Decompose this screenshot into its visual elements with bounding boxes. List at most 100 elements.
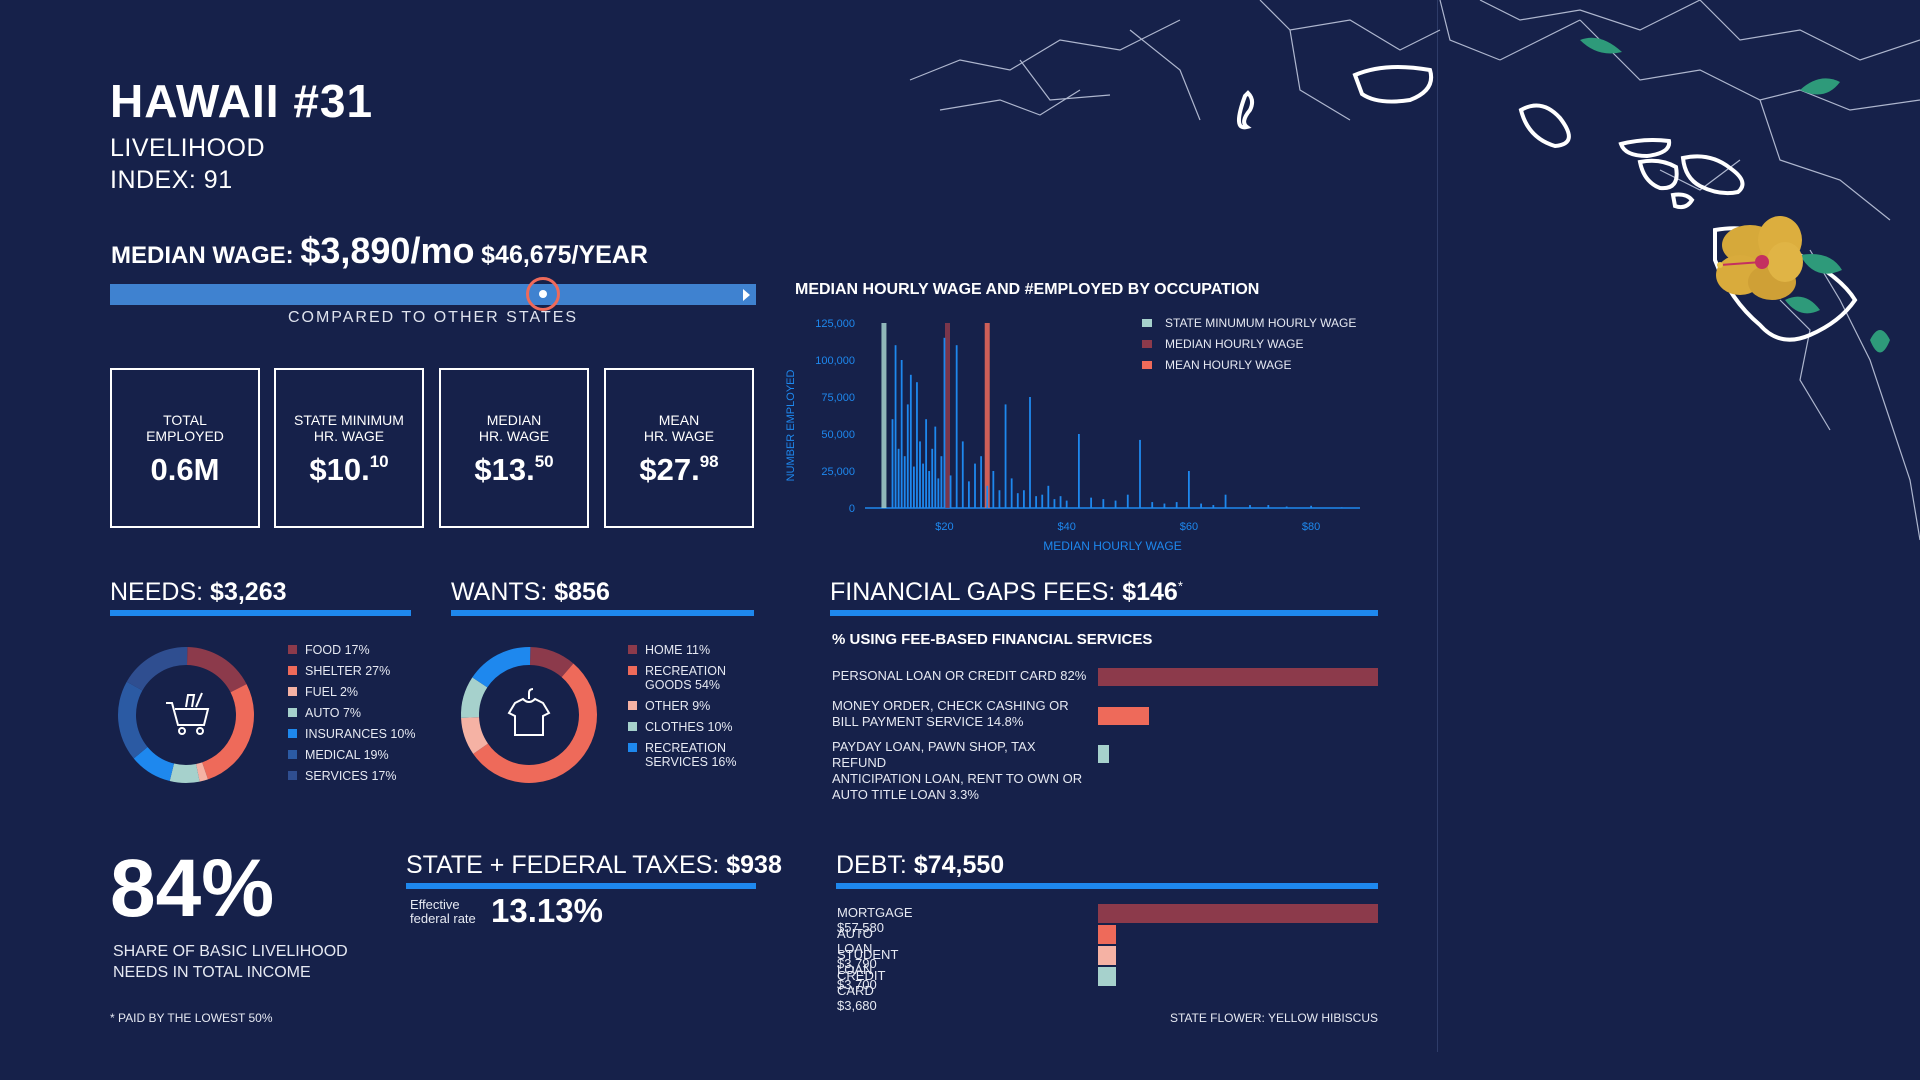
stat-label-line1: MEDIAN <box>486 412 542 428</box>
taxes-rule <box>406 883 756 889</box>
tax-rate-label: Effective federal rate <box>410 898 476 926</box>
bar <box>897 448 900 508</box>
donut-slice <box>186 647 247 693</box>
fees-label: FINANCIAL GAPS FEES: <box>830 578 1116 606</box>
legend-swatch <box>288 750 297 759</box>
legend-label: RECREATION SERVICES 16% <box>645 741 737 769</box>
fees-value: $146 <box>1122 578 1178 606</box>
debt-heading: DEBT: $74,550 <box>836 851 1004 880</box>
median-wage-label: MEDIAN WAGE: <box>111 242 294 269</box>
share-percentage: 84% <box>110 843 275 934</box>
bar <box>1016 493 1019 508</box>
x-tick-label: $60 <box>1180 521 1198 533</box>
taxes-label: STATE + FEDERAL TAXES: <box>406 851 720 879</box>
reference-line <box>881 323 887 508</box>
legend-swatch <box>628 645 637 654</box>
debt-label: AUTO LOAN $3,790 <box>837 926 877 971</box>
index-value: INDEX: 91 <box>110 166 233 194</box>
y-tick-label: 125,000 <box>815 318 855 330</box>
bar <box>937 478 940 508</box>
footnote: * PAID BY THE LOWEST 50% <box>110 1011 273 1025</box>
bar <box>1022 490 1025 508</box>
bar <box>980 456 983 508</box>
bar <box>967 481 970 508</box>
legend-swatch <box>628 743 637 752</box>
donut-slice <box>461 677 488 718</box>
bar <box>894 345 897 508</box>
wants-legend: HOME 11% RECREATION GOODS 54% OTHER 9% CLOTH… <box>628 643 736 776</box>
donut-slice <box>169 763 200 783</box>
legend-swatch <box>1142 361 1152 369</box>
page-title: HAWAII #31 <box>110 75 374 127</box>
donut-slice <box>202 684 254 780</box>
bar <box>1310 505 1313 508</box>
legend-label: MEDICAL 19% <box>305 748 389 762</box>
legend-item: MEDICAL 19% <box>288 748 415 769</box>
bar <box>891 419 894 508</box>
legend-item: AUTO 7% <box>288 706 415 727</box>
bar <box>931 448 934 508</box>
bar <box>1041 494 1044 508</box>
debt-rule <box>836 883 1378 889</box>
state-position-marker <box>525 277 560 311</box>
y-tick-label: 75,000 <box>821 392 855 404</box>
marker-dot <box>538 290 547 298</box>
bar <box>1224 494 1227 508</box>
debt-label: DEBT: <box>836 851 907 879</box>
legend-label: INSURANCES 10% <box>305 727 416 741</box>
bar <box>1151 502 1154 508</box>
y-tick-label: 100,000 <box>815 355 855 367</box>
bar <box>928 471 931 508</box>
stat-label-line1: TOTAL <box>163 412 207 428</box>
legend-label: HOME 11% <box>645 643 711 657</box>
bar <box>903 456 906 508</box>
bar <box>1077 434 1080 508</box>
stat-value: $27. <box>639 452 700 487</box>
fee-label: MONEY ORDER, CHECK CASHING OR BILL PAYMEN… <box>832 698 1069 729</box>
bar <box>1047 485 1050 508</box>
wants-value: $856 <box>554 578 610 606</box>
legend-label: MEAN HOURLY WAGE <box>1165 358 1291 372</box>
donut-slice <box>529 647 574 678</box>
legend-item: INSURANCES 10% <box>288 727 415 748</box>
wage-employment-chart: 125,000 100,000 75,000 50,000 25,000 0 $20 $40 $… <box>785 316 1360 553</box>
hawaii-islands-map <box>909 0 1920 541</box>
bar <box>974 463 976 508</box>
y-tick-label: 25,000 <box>821 466 855 478</box>
bar <box>1059 496 1062 508</box>
shopping-cart-icon <box>166 692 210 735</box>
bar <box>992 471 995 508</box>
fee-bar <box>1098 668 1378 686</box>
bar <box>940 456 943 508</box>
bar <box>1340 507 1343 508</box>
legend-item: FUEL 2% <box>288 685 415 706</box>
bar <box>943 337 946 508</box>
bar <box>1163 503 1166 508</box>
bar <box>1126 494 1129 508</box>
legend-label: FOOD 17% <box>305 643 370 657</box>
x-tick-label: $80 <box>1302 521 1320 533</box>
index-label: LIVELIHOOD <box>110 134 266 162</box>
bar <box>1267 505 1270 508</box>
legend-label: MEDIAN HOURLY WAGE <box>1165 337 1303 351</box>
legend-label: FUEL 2% <box>305 685 359 699</box>
fee-bar <box>1098 707 1149 725</box>
legend-swatch <box>1142 319 1152 327</box>
legend-swatch <box>1142 340 1152 348</box>
legend-swatch <box>628 722 637 731</box>
stat-median-wage: MEDIAN HR. WAGE $13.50 <box>439 368 589 528</box>
legend-item: RECREATION SERVICES 16% <box>628 741 736 776</box>
arrow-right-icon <box>743 289 750 301</box>
y-tick-label: 0 <box>849 503 855 515</box>
debt-bar <box>1098 904 1378 923</box>
bar <box>1035 496 1038 508</box>
legend-swatch <box>288 645 297 654</box>
bar <box>1010 478 1013 508</box>
legend-swatch <box>288 771 297 780</box>
x-tick-label: $20 <box>935 521 953 533</box>
needs-value: $3,263 <box>210 578 287 606</box>
stat-mean-wage: MEAN HR. WAGE $27.98 <box>604 368 754 528</box>
donut-slice <box>117 681 148 759</box>
needs-donut-chart <box>117 647 254 783</box>
legend-item: HOME 11% <box>628 643 736 664</box>
